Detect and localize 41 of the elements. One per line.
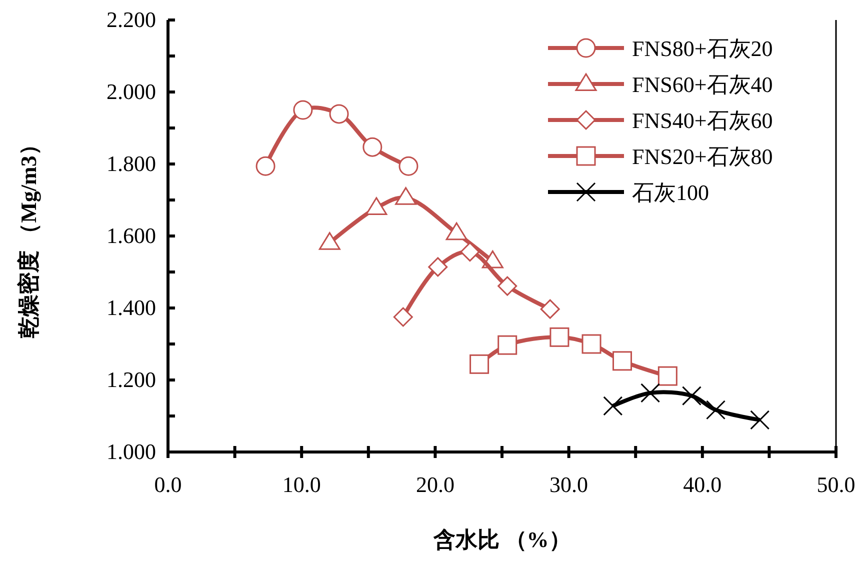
point (398, 156, 418, 176)
legend-label: FNS40+石灰60 (632, 108, 773, 133)
legend-label: FNS20+石灰80 (632, 144, 773, 169)
point (550, 327, 570, 347)
point (658, 366, 678, 386)
point (256, 156, 276, 176)
point (750, 410, 770, 430)
x-tick-label: 40.0 (683, 472, 722, 497)
point (540, 299, 560, 319)
legend-label: FNS80+石灰20 (632, 36, 773, 61)
point (498, 335, 518, 355)
x-tick-label: 50.0 (816, 472, 856, 497)
x-tick-label: 0.0 (154, 472, 182, 497)
point (612, 351, 632, 371)
point (329, 104, 349, 124)
point (682, 386, 702, 406)
point (393, 307, 413, 327)
y-axis-title: 乾燥密度 （Mg/m3） (16, 134, 41, 338)
y-tick-label: 1.000 (106, 439, 156, 464)
point (603, 396, 623, 416)
y-tick-label: 1.800 (106, 151, 156, 176)
legend-label: 石灰100 (632, 180, 709, 205)
x-tick-label: 20.0 (416, 472, 454, 497)
point (470, 354, 490, 374)
y-tick-label: 1.600 (106, 223, 156, 248)
point (460, 242, 480, 262)
x-tick-label: 30.0 (550, 472, 588, 497)
x-axis-title: 含水比 （%） (432, 527, 571, 552)
y-tick-label: 1.400 (106, 295, 156, 320)
point (498, 276, 518, 296)
y-tick-label: 2.000 (106, 79, 156, 104)
point (706, 400, 726, 420)
point (293, 100, 313, 120)
point (362, 137, 382, 157)
point (428, 257, 448, 277)
x-tick-label: 10.0 (282, 472, 321, 497)
legend-label: FNS60+石灰40 (632, 72, 773, 97)
point (582, 334, 602, 354)
y-tick-label: 1.200 (106, 367, 156, 392)
y-tick-label: 2.200 (106, 7, 156, 32)
point (640, 383, 660, 403)
